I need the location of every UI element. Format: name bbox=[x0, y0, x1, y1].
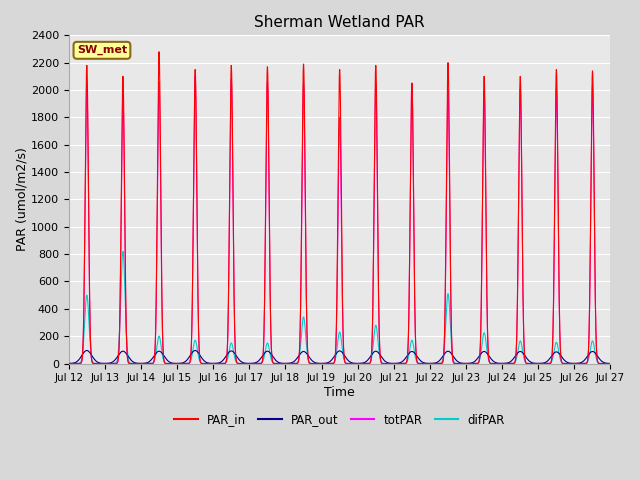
Title: Sherman Wetland PAR: Sherman Wetland PAR bbox=[254, 15, 425, 30]
Y-axis label: PAR (umol/m2/s): PAR (umol/m2/s) bbox=[15, 147, 28, 252]
Text: SW_met: SW_met bbox=[77, 45, 127, 56]
X-axis label: Time: Time bbox=[324, 386, 355, 399]
Legend: PAR_in, PAR_out, totPAR, difPAR: PAR_in, PAR_out, totPAR, difPAR bbox=[170, 409, 509, 431]
